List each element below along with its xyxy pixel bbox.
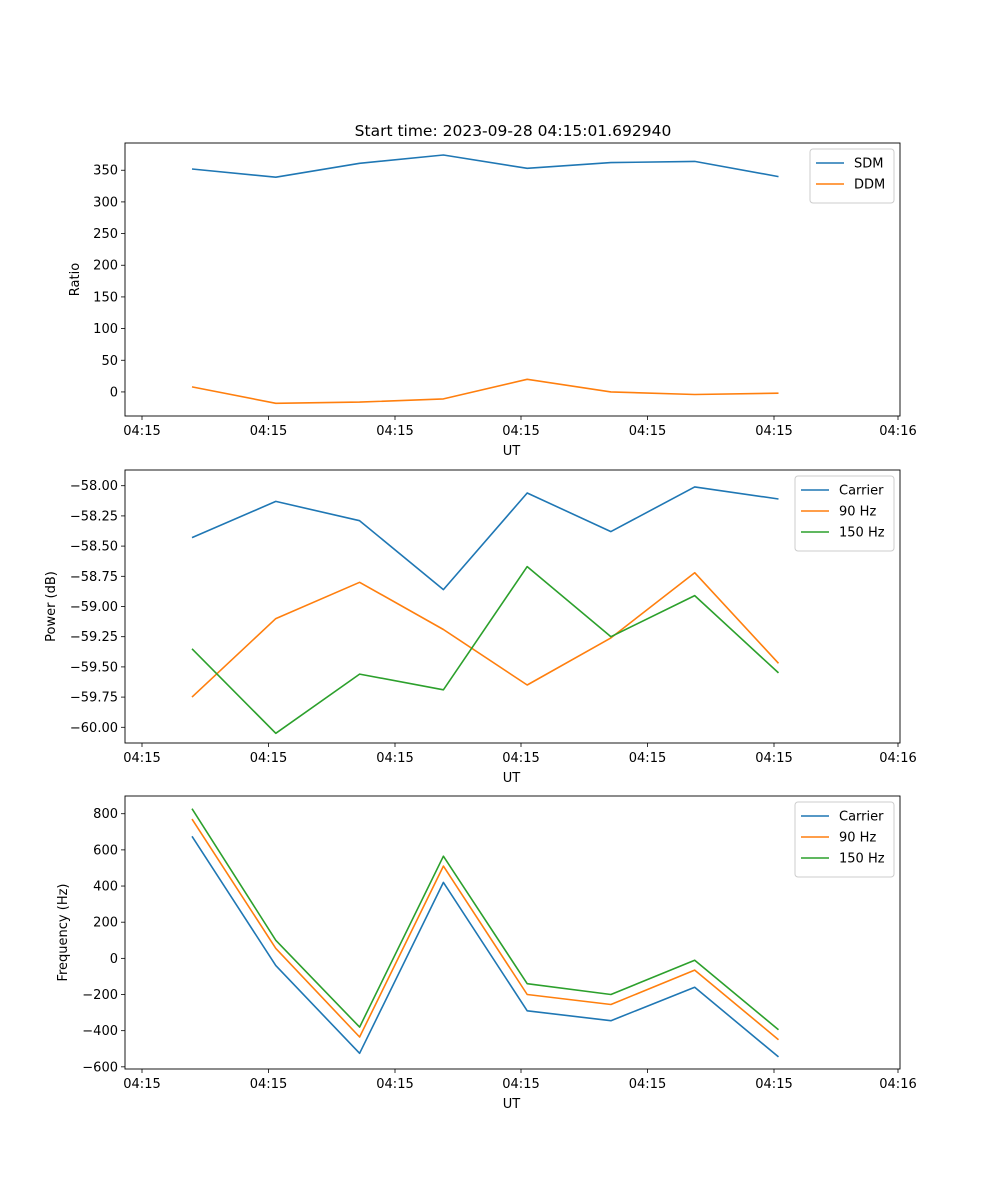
- x-tick-label: 04:15: [755, 424, 792, 439]
- series-line-carrier: [191, 835, 780, 1058]
- series-line-sdm: [191, 154, 779, 178]
- y-tick-label: −58.75: [70, 570, 118, 585]
- x-tick-label: 04:15: [123, 424, 160, 439]
- x-axis-label: UT: [503, 1097, 521, 1112]
- plot-frame: [124, 469, 901, 744]
- y-tick-label: 50: [101, 354, 118, 369]
- y-tick-label: −59.25: [70, 630, 118, 645]
- y-tick-label: −600: [82, 1060, 118, 1075]
- y-tick-label: 300: [93, 195, 118, 210]
- y-tick-label: 250: [93, 227, 118, 242]
- legend-label-carrier: Carrier: [839, 810, 884, 825]
- series-line-90-hz: [191, 818, 780, 1041]
- y-tick-label: −400: [82, 1024, 118, 1039]
- x-tick-label: 04:16: [879, 1077, 916, 1092]
- plot-frame: [124, 142, 901, 417]
- legend-label-carrier: Carrier: [839, 484, 884, 499]
- y-tick-label: 0: [110, 385, 118, 400]
- y-tick-label: −59.50: [70, 660, 118, 675]
- x-tick-label: 04:15: [502, 424, 539, 439]
- series-line-90-hz: [191, 571, 780, 698]
- legend-label-150-hz: 150 Hz: [839, 852, 885, 867]
- series-line-150-hz: [191, 808, 780, 1031]
- x-tick-label: 04:15: [123, 751, 160, 766]
- legend-label-90-hz: 90 Hz: [839, 831, 876, 846]
- x-tick-label: 04:15: [755, 1077, 792, 1092]
- y-axis-label: Ratio: [68, 263, 83, 296]
- y-tick-label: −58.25: [70, 509, 118, 524]
- chart-panel-1: 04:15 04:15 04:15 04:15 04:15 04:15 04:16 0 50 10…: [68, 142, 917, 459]
- chart-panel-3: 04:15 04:15 04:15 04:15 04:15 04:15 04:16 −600 −…: [56, 795, 917, 1112]
- x-tick-label: 04:15: [755, 751, 792, 766]
- legend-label-150-hz: 150 Hz: [839, 526, 885, 541]
- y-tick-label: −58.50: [70, 540, 118, 555]
- x-tick-label: 04:15: [502, 1077, 539, 1092]
- x-tick-label: 04:15: [376, 424, 413, 439]
- x-tick-label: 04:16: [879, 424, 916, 439]
- chart-title: Start time: 2023-09-28 04:15:01.692940: [355, 122, 672, 140]
- y-tick-label: −59.00: [70, 600, 118, 615]
- y-tick-label: 350: [93, 164, 118, 179]
- y-tick-label: 400: [93, 880, 118, 895]
- x-tick-label: 04:15: [250, 1077, 287, 1092]
- y-tick-label: −60.00: [70, 721, 118, 736]
- x-tick-label: 04:15: [629, 1077, 666, 1092]
- series-line-ddm: [191, 378, 779, 405]
- y-tick-label: 200: [93, 259, 118, 274]
- y-tick-label: 600: [93, 843, 118, 858]
- y-tick-label: −59.75: [70, 691, 118, 706]
- series-line-150-hz: [191, 565, 780, 735]
- series-line-carrier: [191, 486, 779, 591]
- y-tick-label: −200: [82, 988, 118, 1003]
- y-axis-label: Frequency (Hz): [56, 883, 71, 981]
- legend-label-ddm: DDM: [854, 178, 885, 193]
- y-tick-label: 200: [93, 916, 118, 931]
- x-axis-label: UT: [503, 444, 521, 459]
- x-tick-label: 04:15: [376, 1077, 413, 1092]
- y-tick-label: 0: [110, 952, 118, 967]
- x-tick-label: 04:15: [629, 751, 666, 766]
- plot-frame: [124, 795, 901, 1070]
- legend-label-90-hz: 90 Hz: [839, 505, 876, 520]
- x-tick-label: 04:15: [250, 751, 287, 766]
- x-tick-label: 04:15: [629, 424, 666, 439]
- x-axis-label: UT: [503, 771, 521, 786]
- legend-label-sdm: SDM: [854, 157, 883, 172]
- chart-panels: 04:15 04:15 04:15 04:15 04:15 04:15 04:16 0 50 10…: [44, 142, 917, 1112]
- y-axis-label: Power (dB): [44, 571, 59, 642]
- y-tick-label: −58.00: [70, 479, 118, 494]
- y-tick-label: 800: [93, 807, 118, 822]
- chart-panel-2: 04:15 04:15 04:15 04:15 04:15 04:15 04:16 −60.0…: [44, 469, 917, 786]
- x-tick-label: 04:15: [123, 1077, 160, 1092]
- y-tick-label: 150: [93, 290, 118, 305]
- x-tick-label: 04:15: [376, 751, 413, 766]
- x-tick-label: 04:15: [502, 751, 539, 766]
- y-tick-label: 100: [93, 322, 118, 337]
- x-tick-label: 04:16: [879, 751, 916, 766]
- x-tick-label: 04:15: [250, 424, 287, 439]
